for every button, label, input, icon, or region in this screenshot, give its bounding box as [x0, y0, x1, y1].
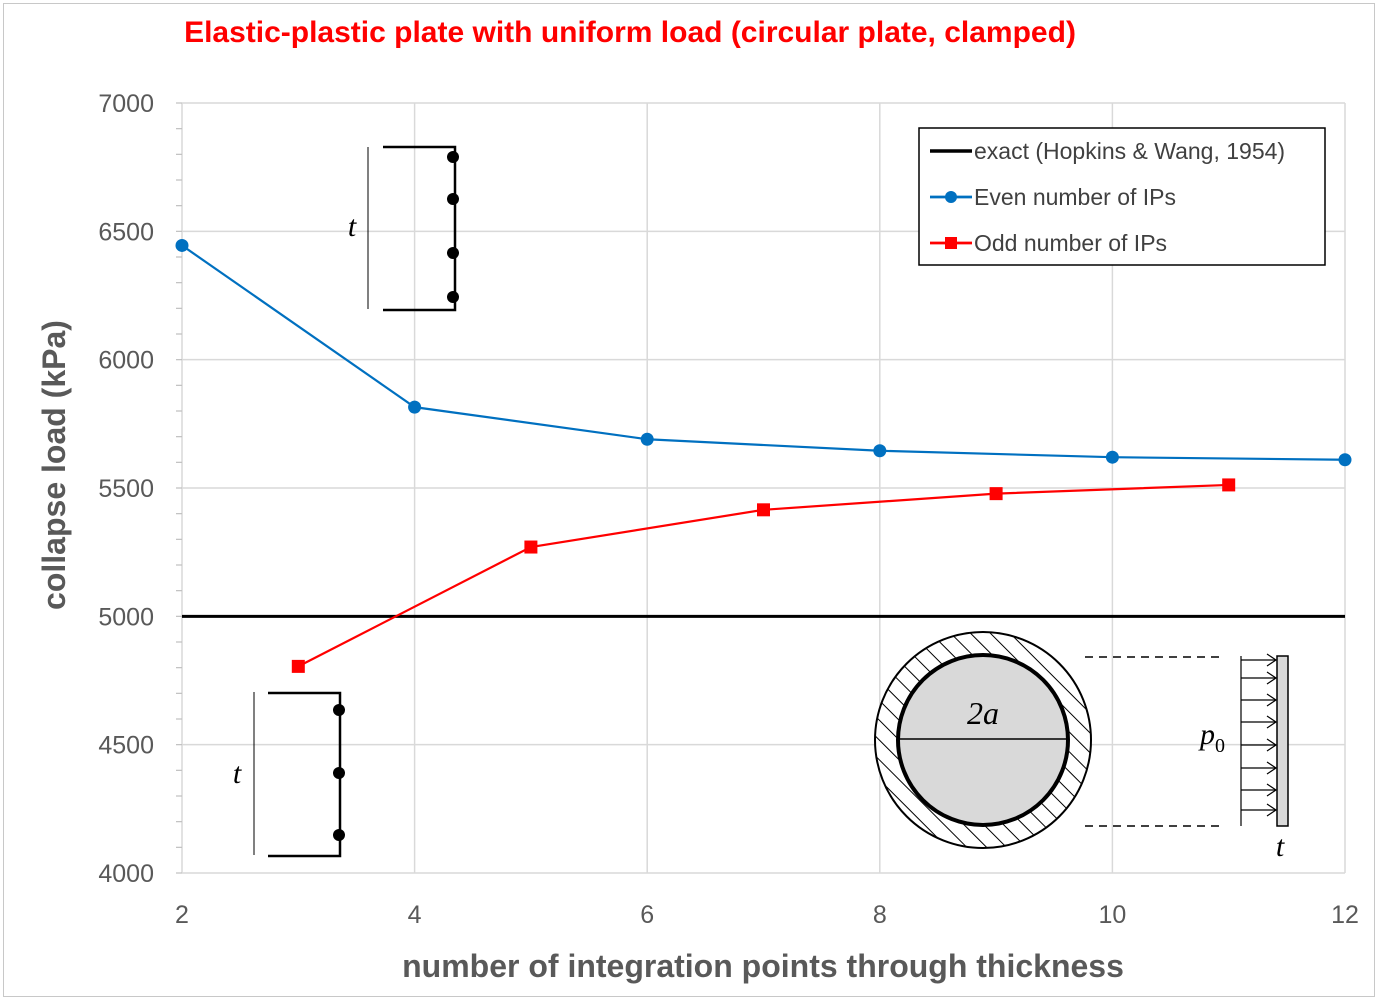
y-tick-label: 6500: [98, 218, 154, 246]
tick-labels: 2 4 6 8 10 12 4000 4500 5000 5500 6000 6500 7000: [98, 90, 1359, 929]
y-tick-label: 4500: [98, 732, 154, 760]
load-arrow-head: [1266, 693, 1278, 707]
x-tick-label: 2: [175, 901, 189, 929]
data-point: [873, 444, 887, 458]
legend-marker: [945, 237, 957, 249]
load-arrow-head: [1266, 671, 1278, 685]
series-2: [291, 478, 1236, 673]
legend-item-2: Odd number of IPs: [930, 230, 1167, 256]
legend-item-1: Even number of IPs: [930, 184, 1176, 210]
y-tick-label: 5000: [98, 603, 154, 631]
y-tick-label: 4000: [98, 860, 154, 888]
thickness-label-bottom: t: [233, 757, 242, 790]
series-1: [175, 238, 1352, 467]
x-axis-title: number of integration points through thi…: [402, 948, 1124, 984]
legend-item-0: exact (Hopkins & Wang, 1954): [930, 138, 1285, 164]
inset-three-points: t: [233, 691, 345, 858]
data-point: [1222, 478, 1236, 492]
thickness-label-top: t: [348, 210, 357, 243]
legend-marker: [945, 191, 957, 203]
load-arrow-head: [1266, 653, 1278, 667]
data-point: [175, 238, 189, 252]
x-tick-label: 6: [640, 901, 654, 929]
diameter-label: 2a: [967, 695, 999, 731]
load-arrow-head: [1266, 738, 1278, 752]
x-tick-label: 8: [873, 901, 887, 929]
data-point: [640, 432, 654, 446]
load-arrow-head: [1266, 761, 1278, 775]
plate-thickness-label: t: [1276, 830, 1285, 863]
plate-diagram: 2a p0 t: [874, 631, 1289, 863]
load-arrow-head: [1266, 715, 1278, 729]
load-symbol: p0: [1198, 718, 1225, 757]
inset-four-points: t: [348, 145, 459, 312]
y-tick-label: 5500: [98, 475, 154, 503]
y-axis-title: collapse load (kPa): [36, 320, 72, 610]
chart-frame: [3, 3, 1375, 997]
x-tick-label: 10: [1098, 901, 1126, 929]
load-arrow-head: [1266, 783, 1278, 797]
series-line: [181, 244, 1346, 461]
chart-title: Elastic-plastic plate with uniform load …: [184, 16, 1076, 49]
data-point: [408, 400, 422, 414]
data-point: [1338, 453, 1352, 467]
x-tick-label: 12: [1331, 901, 1359, 929]
data-point: [989, 487, 1003, 501]
legend: exact (Hopkins & Wang, 1954) Even number …: [918, 127, 1326, 266]
load-arrows: [1241, 653, 1278, 817]
y-tick-label: 7000: [98, 90, 154, 118]
x-tick-label: 4: [408, 901, 422, 929]
data-point: [291, 659, 305, 673]
data-point: [757, 503, 770, 517]
legend-label: Even number of IPs: [974, 184, 1176, 210]
series-layer: [175, 238, 1352, 673]
load-arrow-head: [1266, 803, 1278, 817]
legend-label: Odd number of IPs: [974, 230, 1167, 256]
y-tick-label: 6000: [98, 347, 154, 375]
data-point: [524, 540, 538, 554]
legend-label: exact (Hopkins & Wang, 1954): [974, 138, 1285, 164]
legend-box: [918, 127, 1326, 266]
data-point: [1105, 450, 1119, 464]
